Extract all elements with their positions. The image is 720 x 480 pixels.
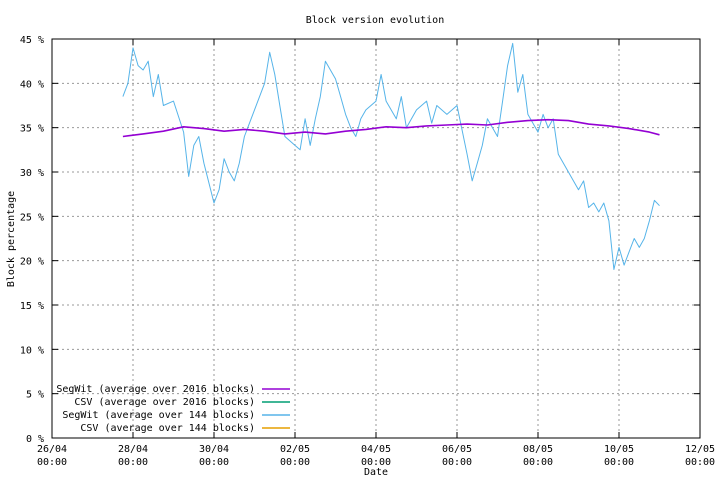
x-tick-label: 08/05 bbox=[523, 444, 553, 455]
x-tick-label: 00:00 bbox=[442, 457, 472, 468]
x-tick-label: 12/05 bbox=[685, 444, 715, 455]
x-tick-label: 02/05 bbox=[280, 444, 310, 455]
legend-label: CSV (average over 144 blocks) bbox=[80, 423, 255, 434]
y-tick-label: 25 % bbox=[20, 212, 44, 223]
y-tick-label: 40 % bbox=[20, 79, 44, 90]
series-lines bbox=[122, 42, 660, 270]
plot-frame bbox=[51, 38, 701, 439]
x-tick-label: 30/04 bbox=[199, 444, 229, 455]
legend: SegWit (average over 2016 blocks) CSV (av… bbox=[56, 384, 290, 434]
x-axis-label: Date bbox=[364, 467, 388, 478]
x-tick-label: 00:00 bbox=[37, 457, 67, 468]
y-axis-label: Block percentage bbox=[6, 191, 17, 287]
x-tick-label: 06/05 bbox=[442, 444, 472, 455]
legend-label: CSV (average over 2016 blocks) bbox=[74, 397, 255, 408]
x-tick-label: 00:00 bbox=[523, 457, 553, 468]
x-tick-label: 00:00 bbox=[280, 457, 310, 468]
x-tick-label: 26/04 bbox=[37, 444, 67, 455]
chart-title: Block version evolution bbox=[306, 15, 444, 26]
y-tick-label: 10 % bbox=[20, 345, 44, 356]
x-tick-label: 00:00 bbox=[604, 457, 634, 468]
x-tick-label: 04/05 bbox=[361, 444, 391, 455]
x-tick-label: 10/05 bbox=[604, 444, 634, 455]
y-tick-label: 15 % bbox=[20, 301, 44, 312]
y-tick-label: 45 % bbox=[20, 35, 44, 46]
y-tick-label: 35 % bbox=[20, 124, 44, 135]
x-tick-label: 00:00 bbox=[118, 457, 148, 468]
series-line-0 bbox=[122, 118, 660, 138]
x-tick-label: 28/04 bbox=[118, 444, 148, 455]
y-tick-label: 20 % bbox=[20, 257, 44, 268]
x-tick-label: 00:00 bbox=[685, 457, 715, 468]
legend-label: SegWit (average over 2016 blocks) bbox=[56, 384, 255, 395]
y-tick-label: 30 % bbox=[20, 168, 44, 179]
x-tick-label: 00:00 bbox=[361, 457, 391, 468]
x-tick-label: 00:00 bbox=[199, 457, 229, 468]
series-line-2 bbox=[122, 42, 660, 270]
legend-label: SegWit (average over 144 blocks) bbox=[62, 410, 255, 421]
y-tick-label: 0 % bbox=[26, 434, 44, 445]
y-tick-label: 5 % bbox=[26, 390, 44, 401]
axes: 0 % 5 % 10 % 15 % 20 % 25 % 30 % 35 % 40 % 45 % 26… bbox=[20, 35, 715, 468]
